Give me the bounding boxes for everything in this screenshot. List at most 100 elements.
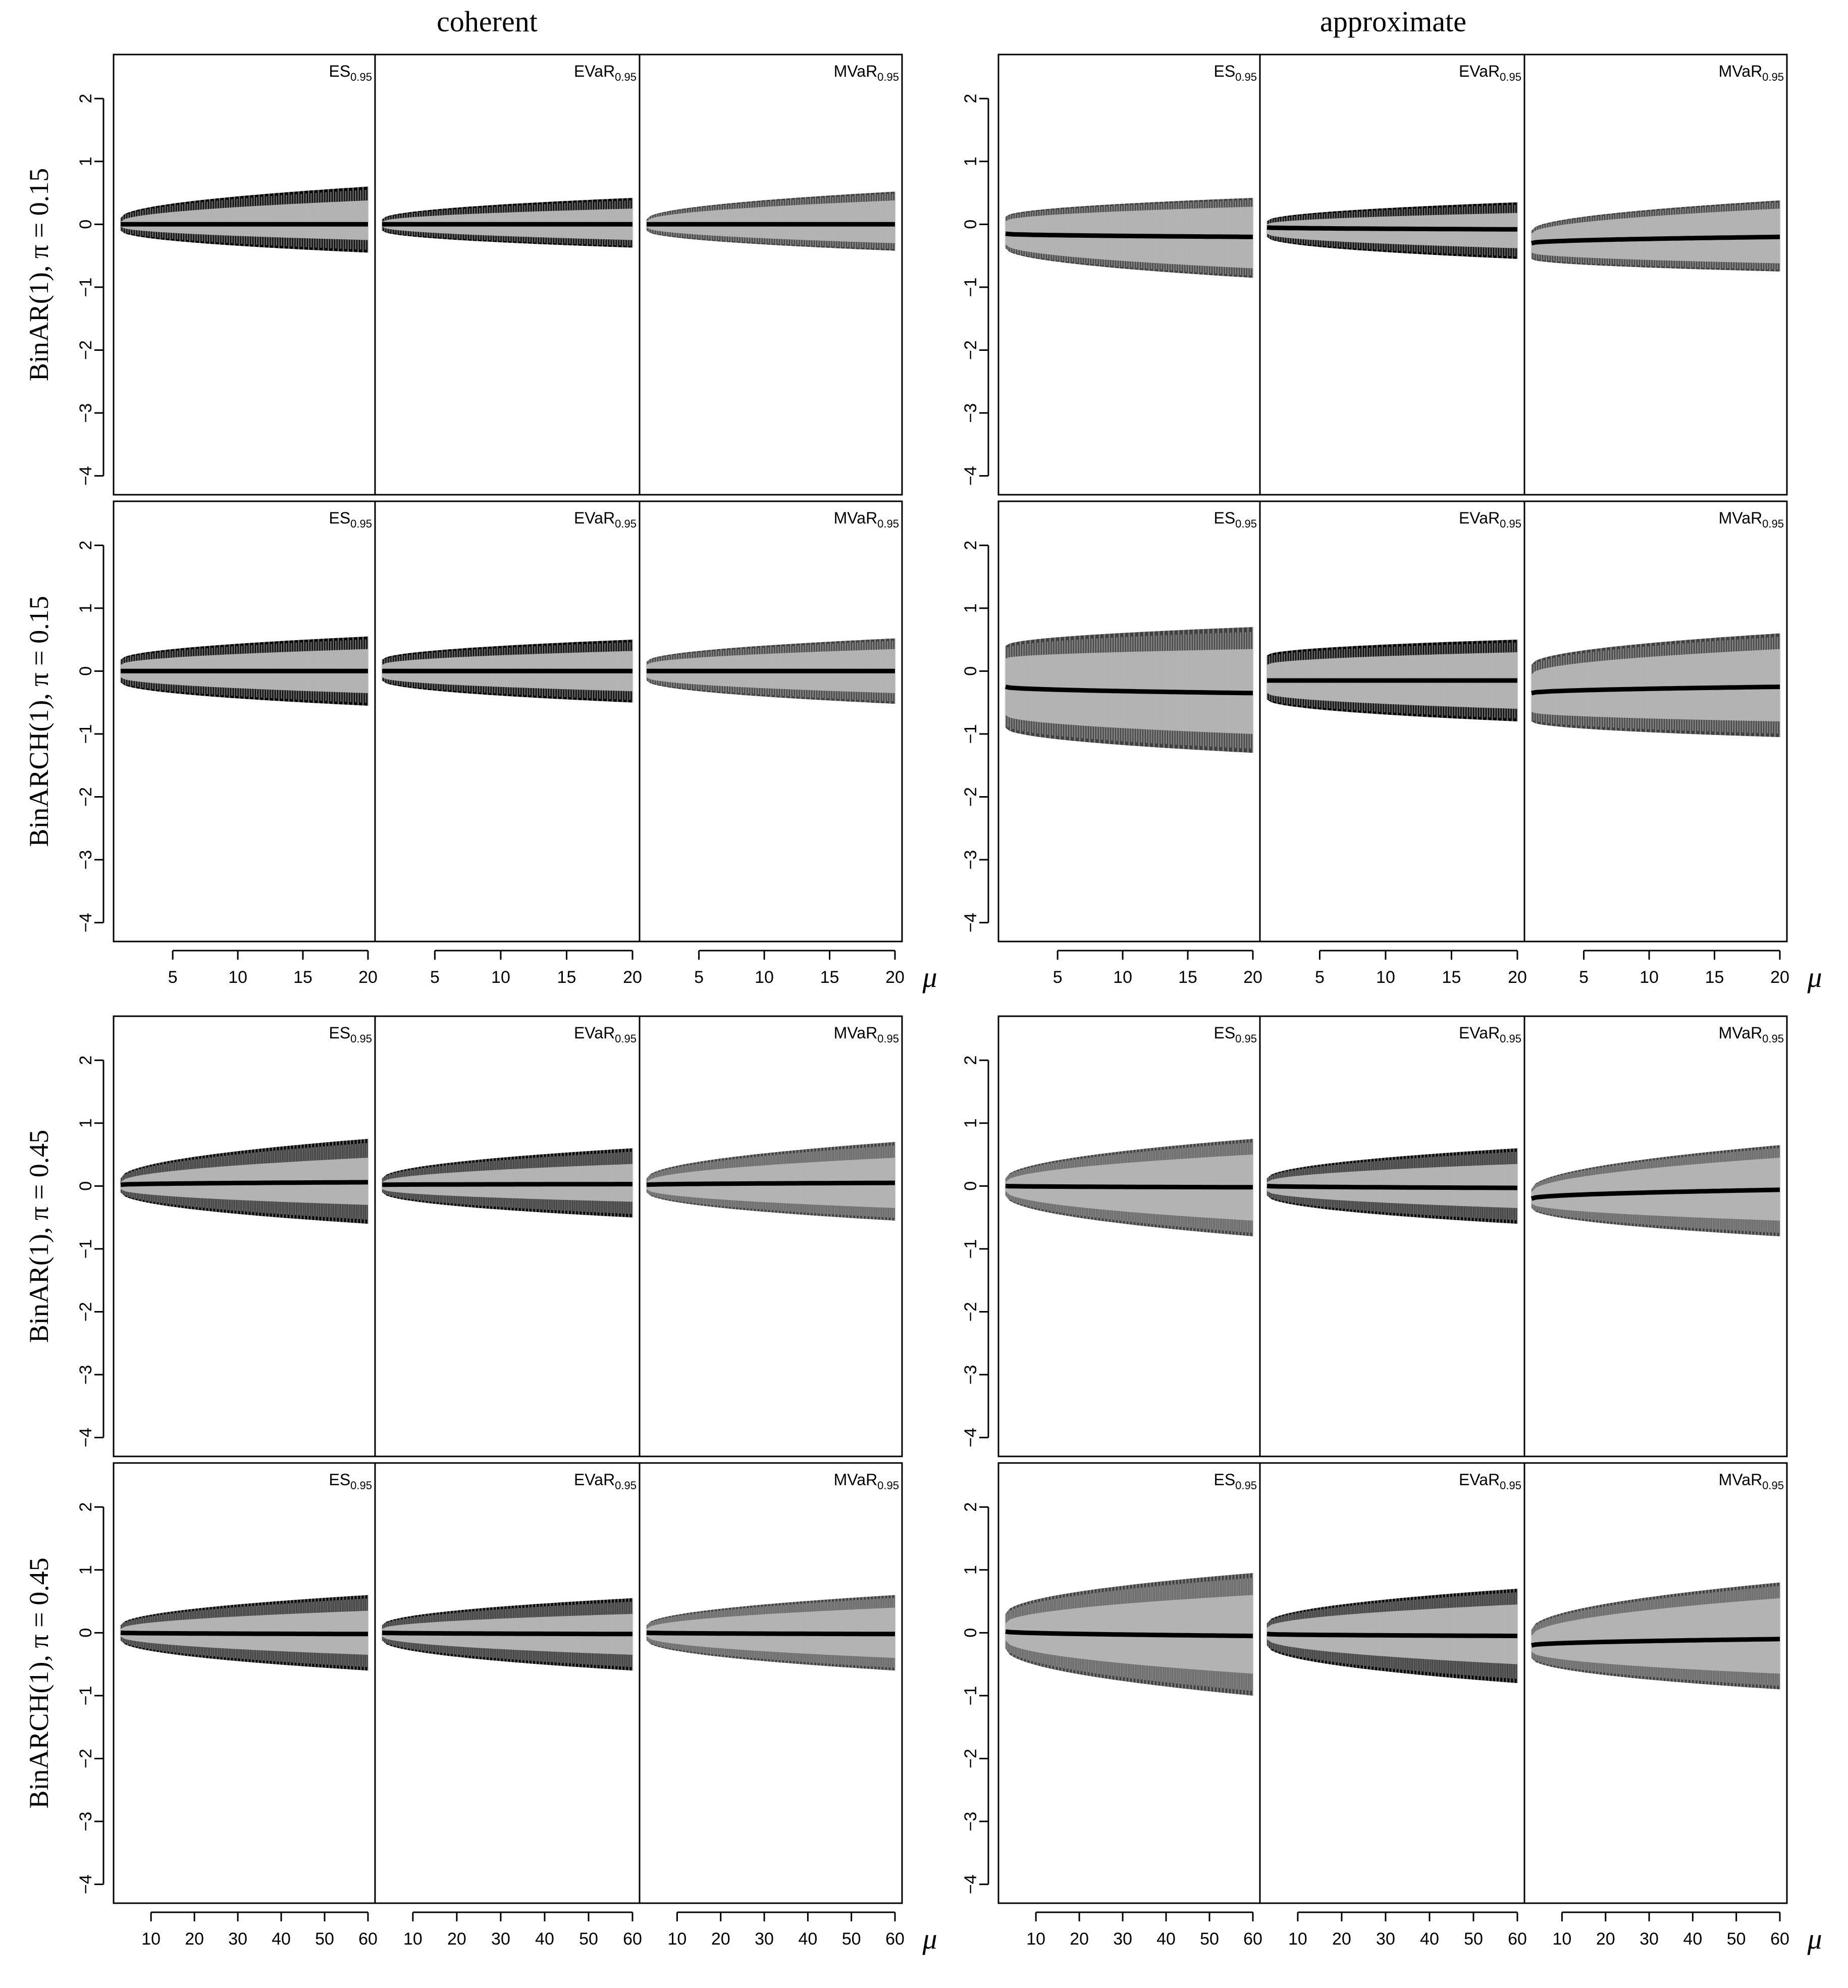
y-tick-label: 2 <box>76 94 95 103</box>
y-tick-label: −2 <box>76 340 95 360</box>
x-tick-label: 50 <box>315 1929 334 1949</box>
x-tick-label: 40 <box>535 1929 554 1949</box>
panel-approximate-binarch-1-0-45-mvar0-95: MVaR0.95 <box>1523 1462 1788 1904</box>
x-axis-label-mu: μ <box>1807 961 1822 993</box>
mean-line <box>1530 1187 1780 1201</box>
panel-coherent-binarch-1-0-15-mvar0-95: MVaR0.95 <box>639 500 903 943</box>
y-axis: 2 1 0 −1 −2 −3 −4 <box>961 541 989 932</box>
panel-frame <box>1523 1015 1788 1457</box>
panel-coherent-binarch-1-0-15-es0-95: ES0.95 <box>113 500 376 943</box>
mean-line <box>1005 231 1253 239</box>
y-tick-label: 0 <box>961 220 980 229</box>
mean-line <box>120 1630 368 1637</box>
x-tick-label: 60 <box>1770 1929 1789 1949</box>
x-tick-label: 5 <box>1579 968 1589 987</box>
x-tick-label: 10 <box>491 968 510 987</box>
y-tick-label: −4 <box>76 466 95 486</box>
panel-coherent-binar-1-0-15-mvar0-95: MVaR0.95 <box>639 54 903 496</box>
y-tick-label: 0 <box>961 1628 980 1638</box>
panel-frame <box>113 1462 376 1904</box>
panel-approximate-binarch-1-0-15-mvar0-95: MVaR0.95 <box>1523 500 1788 943</box>
x-tick-label: 5 <box>1053 968 1063 987</box>
y-axis: 2 1 0 −1 −2 −3 −4 <box>76 1056 104 1447</box>
y-tick-label: −3 <box>76 1365 95 1385</box>
x-axis: 5 10 15 20 <box>694 950 905 987</box>
y-tick-label: 1 <box>961 1565 980 1575</box>
panel-label-main: ES <box>1213 509 1235 527</box>
panel-label-main: MVaR <box>1719 62 1763 80</box>
y-tick-label: −4 <box>76 913 95 932</box>
panel-label-sub: 0.95 <box>350 71 372 83</box>
panel-approximate-binar-1-0-45-es0-95: ES0.95 <box>997 1015 1261 1457</box>
panel-label-main: EVaR <box>1459 1024 1500 1042</box>
panel-label: EVaR0.95 <box>1459 62 1521 83</box>
x-tick-label: 20 <box>1508 968 1527 987</box>
y-tick-label: 1 <box>76 156 95 166</box>
x-axis: 10 20 30 40 50 60 <box>1553 1911 1789 1949</box>
x-tick-label: 20 <box>711 1929 730 1949</box>
panel-label-sub: 0.95 <box>1762 71 1784 83</box>
row-label: BinARCH(1), π = 0.15 <box>24 596 54 847</box>
x-tick-label: 40 <box>1156 1929 1176 1949</box>
panel-label-sub: 0.95 <box>1235 1032 1257 1045</box>
panel-label-sub: 0.95 <box>615 517 637 530</box>
y-tick-label: 1 <box>76 1565 95 1575</box>
y-tick-label: −1 <box>961 1239 980 1259</box>
interval-bars <box>120 186 369 253</box>
panel-label-main: ES <box>1213 1024 1235 1042</box>
y-tick-label: 0 <box>961 1181 980 1191</box>
x-tick-label: 30 <box>1113 1929 1132 1949</box>
x-tick-label: 10 <box>668 1929 687 1949</box>
y-tick-label: −4 <box>961 466 980 486</box>
panel-label-main: EVaR <box>574 1024 615 1042</box>
panel-coherent-binarch-1-0-45-mvar0-95: MVaR0.95 <box>639 1462 903 1904</box>
y-tick-label: 1 <box>961 1118 980 1128</box>
panel-label-sub: 0.95 <box>1762 517 1784 530</box>
y-tick-label: −2 <box>76 1302 95 1322</box>
panel-approximate-binar-1-0-45-mvar0-95: MVaR0.95 <box>1523 1015 1788 1457</box>
panel-frame <box>374 1015 641 1457</box>
panel-label: ES0.95 <box>1213 1471 1257 1492</box>
panel-label-main: MVaR <box>834 1471 878 1489</box>
panel-label-sub: 0.95 <box>350 1479 372 1492</box>
y-tick-label: 0 <box>76 666 95 676</box>
y-tick-label: −2 <box>961 1749 980 1768</box>
y-tick-label: 2 <box>76 1056 95 1065</box>
panel-label-main: EVaR <box>574 62 615 80</box>
x-axis: 10 20 30 40 50 60 <box>1026 1911 1262 1949</box>
panel-frame <box>639 54 903 496</box>
interval-bars <box>646 191 896 251</box>
mean-line <box>1531 1637 1780 1648</box>
panel-label-main: EVaR <box>1459 1471 1500 1489</box>
panel-label-sub: 0.95 <box>1762 1479 1784 1492</box>
x-axis-label-mu: μ <box>922 1922 937 1955</box>
panel-label: EVaR0.95 <box>574 1024 637 1045</box>
y-tick-label: 2 <box>961 1502 980 1512</box>
y-tick-label: −1 <box>76 1239 95 1259</box>
panel-label-main: MVaR <box>1719 1471 1763 1489</box>
x-tick-label: 15 <box>1705 968 1724 987</box>
x-axis: 10 20 30 40 50 60 <box>141 1911 378 1949</box>
row-label: BinAR(1), π = 0.45 <box>24 1130 54 1343</box>
panel-label-main: ES <box>1213 62 1235 80</box>
panel-frame <box>639 1462 903 1904</box>
panel-approximate-binar-1-0-45-evar0-95: EVaR0.95 <box>1259 1015 1525 1457</box>
panel-label: ES0.95 <box>329 1024 372 1045</box>
panel-frame <box>997 1015 1261 1457</box>
panel-frame <box>1259 500 1525 943</box>
x-tick-label: 20 <box>1243 968 1262 987</box>
y-tick-label: −3 <box>961 850 980 870</box>
y-axis: 2 1 0 −1 −2 −3 −4 <box>76 541 104 932</box>
y-axis: 2 1 0 −1 −2 −3 −4 <box>961 1056 989 1447</box>
panel-approximate-binarch-1-0-15-evar0-95: EVaR0.95 <box>1259 500 1525 943</box>
x-tick-label: 10 <box>1640 968 1659 987</box>
panel-label-sub: 0.95 <box>877 71 899 83</box>
x-tick-label: 10 <box>1288 1929 1307 1949</box>
panel-frame <box>1259 54 1525 496</box>
x-tick-label: 5 <box>430 968 440 987</box>
panel-label: EVaR0.95 <box>1459 1024 1521 1045</box>
y-tick-label: −4 <box>961 1428 980 1447</box>
x-tick-label: 15 <box>293 968 312 987</box>
x-tick-label: 20 <box>185 1929 204 1949</box>
panel-label: MVaR0.95 <box>834 62 899 83</box>
